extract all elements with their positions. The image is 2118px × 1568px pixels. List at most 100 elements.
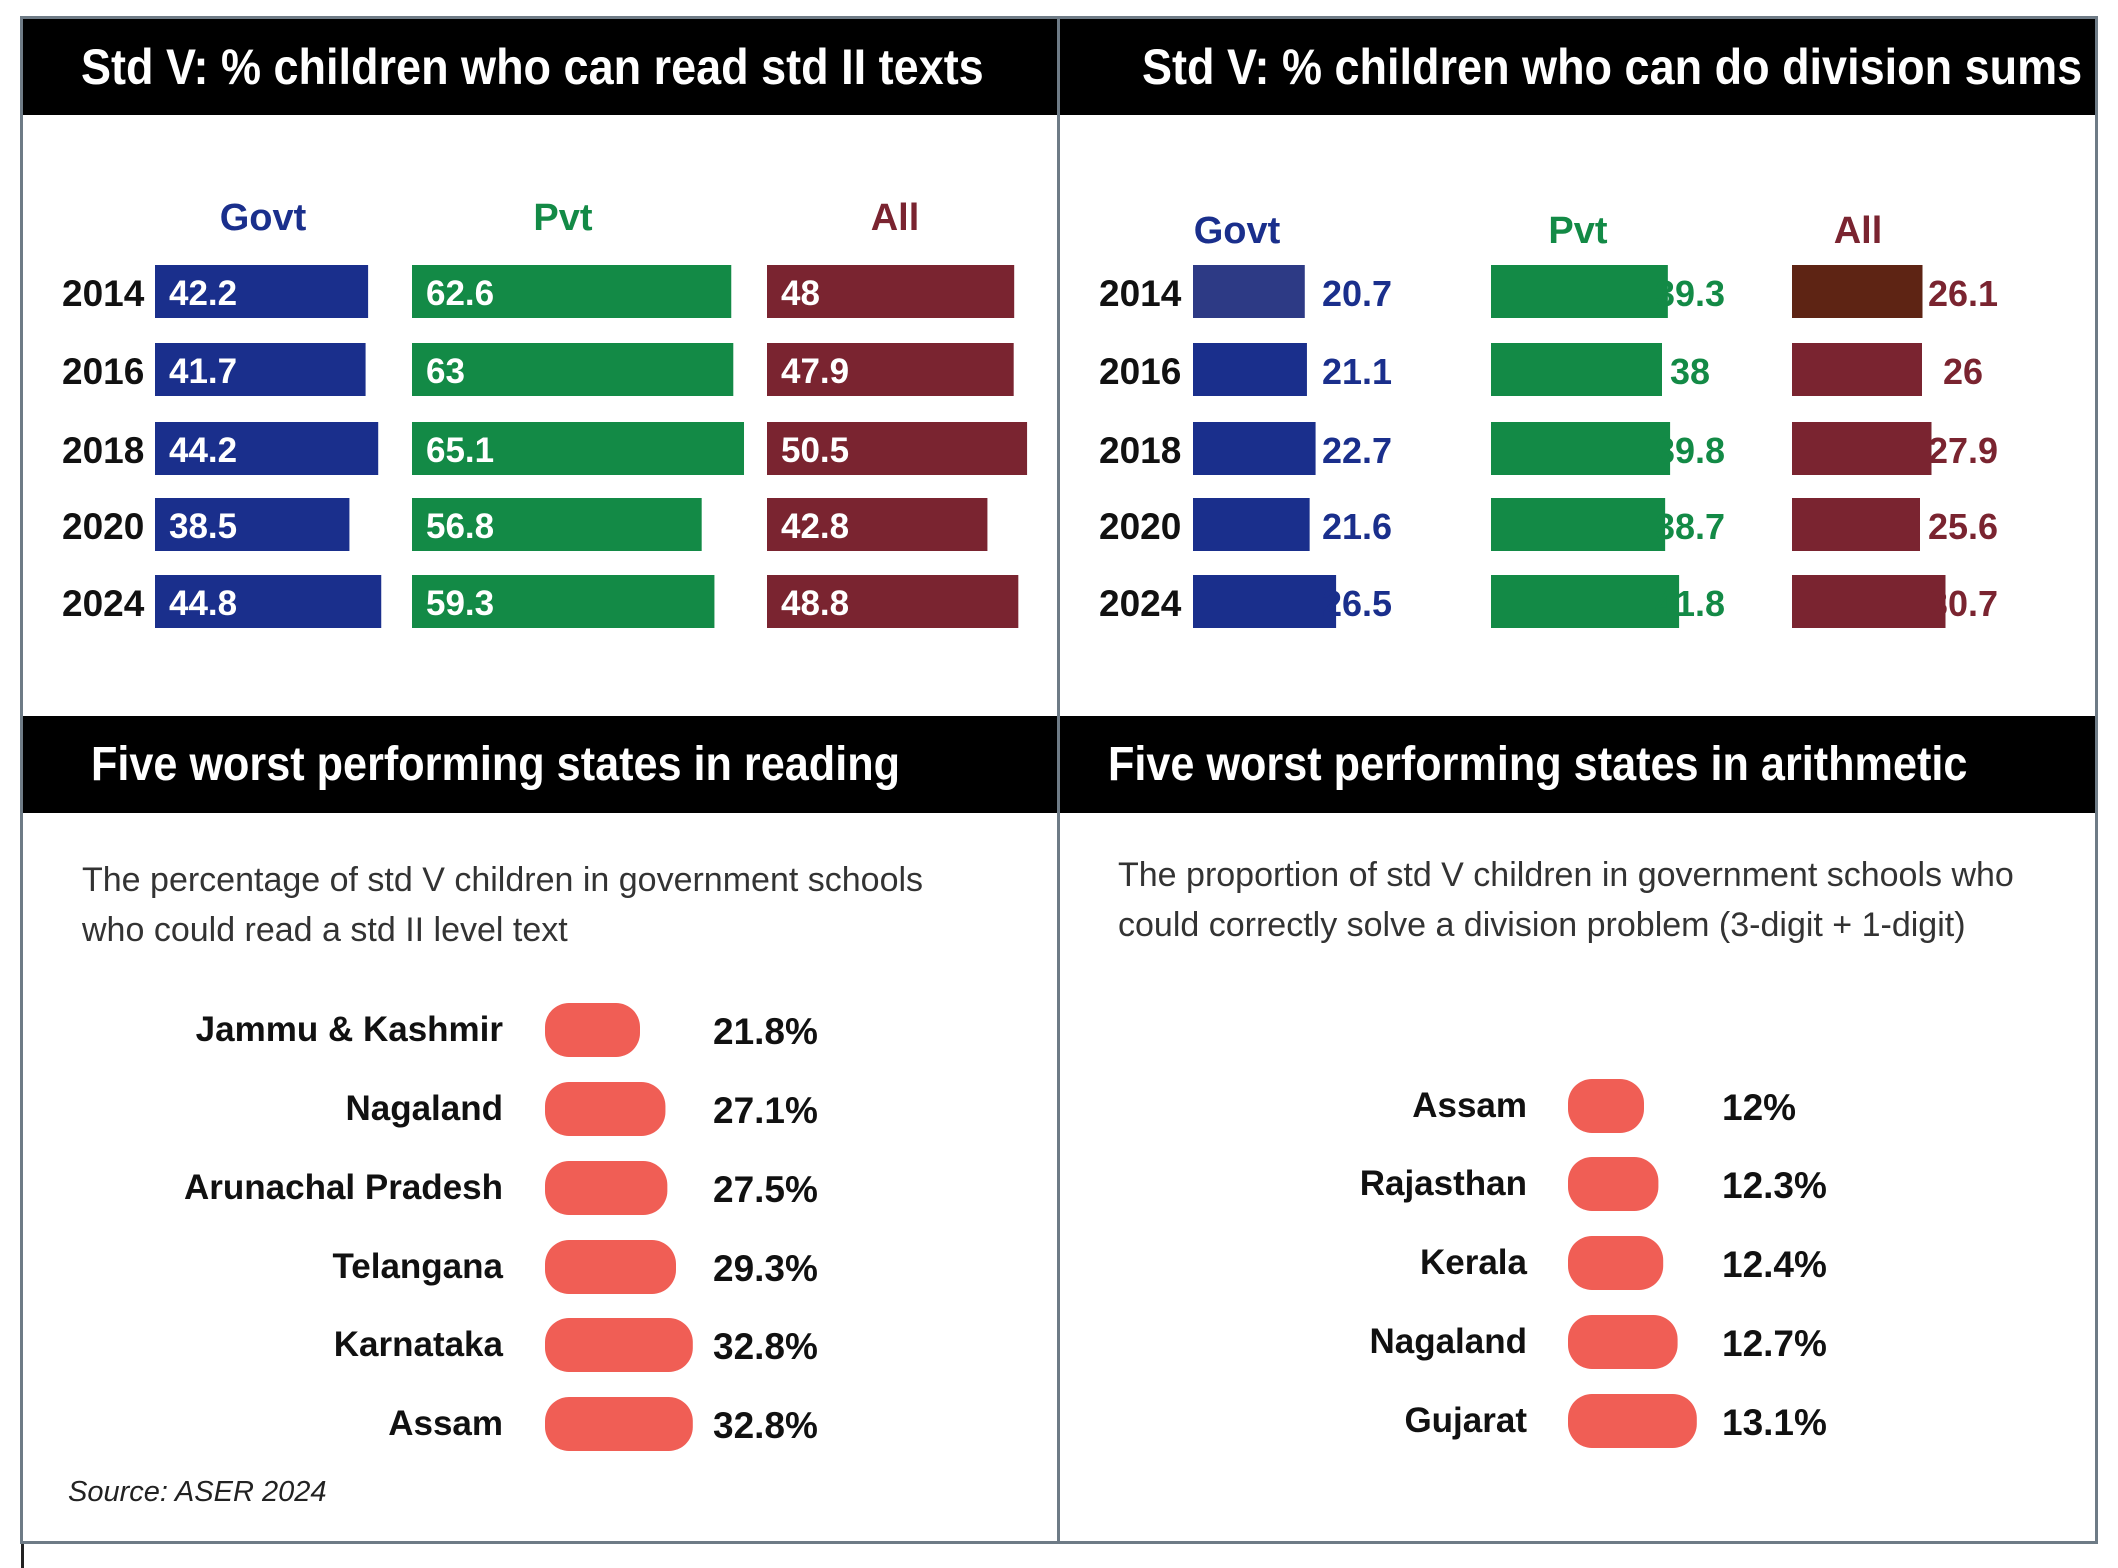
reading-state-value: 32.8%: [713, 1326, 818, 1367]
division-bar-pvt: [1491, 498, 1666, 551]
reading-state-name: Telangana: [332, 1247, 503, 1286]
division-legend-govt: Govt: [1194, 210, 1281, 252]
division-bar-value: 38.7: [1655, 506, 1725, 547]
reading-state-value: 27.1%: [713, 1090, 818, 1131]
division-year-label: 2018: [1099, 430, 1181, 471]
division-year-label: 2014: [1099, 273, 1182, 314]
reading-bar-pvt: [412, 343, 734, 396]
worst-arithmetic-subtitle-line1: The proportion of std V children in gove…: [1118, 856, 2014, 894]
division-legend-all: All: [1834, 210, 1883, 252]
reading-bar-govt: [155, 575, 382, 628]
frame-tick: [21, 1544, 24, 1568]
reading-bar-pvt: [412, 265, 732, 318]
reading-year-label: 2016: [62, 351, 144, 392]
division-bar-value: 41.8: [1655, 583, 1725, 624]
reading-bar-pvt: [412, 498, 702, 551]
arithmetic-state-name: Rajasthan: [1360, 1164, 1527, 1203]
reading-bar-value: 44.2: [169, 431, 237, 470]
division-year-label: 2020: [1099, 506, 1181, 547]
division-bar-value: 39.8: [1655, 430, 1725, 471]
worst-arithmetic-subtitle-line2: could correctly solve a division problem…: [1118, 906, 1966, 944]
worst-reading-subtitle-line2: who could read a std II level text: [82, 911, 568, 949]
reading-bar-value: 42.2: [169, 274, 237, 313]
worst-reading-title: Five worst performing states in reading: [23, 716, 1057, 813]
division-bar-value: 20.7: [1322, 273, 1392, 314]
division-bar-pvt: [1491, 265, 1668, 318]
arithmetic-state-bar: [1568, 1079, 1644, 1133]
panel-divider: [1057, 16, 1060, 1544]
division-bar-all: [1792, 422, 1932, 475]
reading-bar-value: 50.5: [781, 431, 849, 470]
arithmetic-state-value: 13.1%: [1722, 1402, 1827, 1443]
division-bar-value: 21.1: [1322, 351, 1392, 392]
reading-state-name: Nagaland: [345, 1089, 503, 1128]
division-bar-pvt: [1491, 575, 1680, 628]
reading-chart-title: Std V: % children who can read std II te…: [23, 19, 1057, 115]
division-year-label: 2016: [1099, 351, 1181, 392]
reading-state-name: Arunachal Pradesh: [184, 1168, 503, 1207]
reading-state-bar: [545, 1082, 666, 1136]
worst-reading-subtitle-line1: The percentage of std V children in gove…: [82, 861, 924, 899]
reading-bar-value: 44.8: [169, 584, 237, 623]
reading-bar-value: 62.6: [426, 274, 494, 313]
arithmetic-state-value: 12.3%: [1722, 1165, 1827, 1206]
reading-bar-value: 59.3: [426, 584, 494, 623]
division-bar-govt: [1193, 422, 1316, 475]
source-note: Source: ASER 2024: [68, 1476, 327, 1508]
reading-bar-value: 56.8: [426, 507, 494, 546]
reading-legend-all: All: [871, 197, 920, 239]
reading-state-bar: [545, 1397, 693, 1451]
division-bar-value: 30.7: [1928, 583, 1998, 624]
arithmetic-state-name: Assam: [1412, 1086, 1527, 1125]
reading-state-value: 29.3%: [713, 1248, 818, 1289]
reading-bar-pvt: [412, 422, 745, 475]
reading-bar-value: 41.7: [169, 352, 237, 391]
arithmetic-state-name: Gujarat: [1404, 1401, 1527, 1440]
reading-legend-govt: Govt: [220, 197, 307, 239]
reading-state-name: Karnataka: [334, 1325, 504, 1364]
division-chart-title: Std V: % children who can do division su…: [1060, 19, 2095, 115]
reading-state-value: 27.5%: [713, 1169, 818, 1210]
reading-year-label: 2014: [62, 273, 145, 314]
reading-bar-value: 65.1: [426, 431, 494, 470]
reading-bar-govt: [155, 498, 350, 551]
arithmetic-state-bar: [1568, 1236, 1664, 1290]
reading-state-bar: [545, 1161, 668, 1215]
division-bar-value: 27.9: [1928, 430, 1998, 471]
reading-state-bar: [545, 1003, 640, 1057]
division-bar-value: 26.5: [1322, 583, 1392, 624]
reading-state-name: Jammu & Kashmir: [196, 1010, 504, 1049]
reading-year-label: 2024: [62, 583, 145, 624]
division-legend-pvt: Pvt: [1548, 210, 1607, 252]
division-bar-all: [1792, 498, 1920, 551]
division-bar-value: 25.6: [1928, 506, 1998, 547]
arithmetic-state-bar: [1568, 1315, 1678, 1369]
division-year-label: 2024: [1099, 583, 1182, 624]
reading-bar-all: [767, 422, 1028, 475]
reading-bar-value: 48: [781, 274, 820, 313]
division-bar-govt: [1193, 575, 1337, 628]
arithmetic-state-value: 12.7%: [1722, 1323, 1827, 1364]
worst-arithmetic-title: Five worst performing states in arithmet…: [1060, 716, 2095, 813]
division-bar-value: 26.1: [1928, 273, 1998, 314]
arithmetic-state-bar: [1568, 1157, 1659, 1211]
reading-state-value: 21.8%: [713, 1011, 818, 1052]
division-bar-pvt: [1491, 343, 1662, 396]
division-bar-all: [1792, 343, 1922, 396]
reading-bar-govt: [155, 343, 366, 396]
reading-year-label: 2018: [62, 430, 144, 471]
reading-state-name: Assam: [388, 1404, 503, 1443]
division-bar-value: 22.7: [1322, 430, 1392, 471]
reading-legend-pvt: Pvt: [533, 197, 592, 239]
reading-bar-all: [767, 343, 1014, 396]
division-bar-all: [1792, 265, 1923, 318]
arithmetic-state-name: Nagaland: [1369, 1322, 1527, 1361]
division-bar-value: 21.6: [1322, 506, 1392, 547]
reading-bar-value: 47.9: [781, 352, 849, 391]
division-bar-govt: [1193, 343, 1307, 396]
reading-bar-govt: [155, 422, 379, 475]
division-bar-value: 38: [1670, 351, 1710, 392]
reading-bar-all: [767, 575, 1019, 628]
division-bar-value: 26: [1943, 351, 1983, 392]
